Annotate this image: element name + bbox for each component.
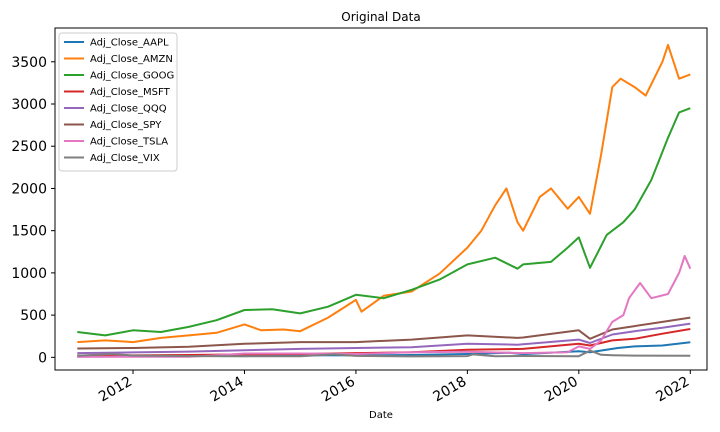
y-tick-label: 0 xyxy=(38,350,47,366)
y-tick-label: 1000 xyxy=(11,266,47,282)
series-line-adj-close-spy xyxy=(77,316,691,350)
series-line-adj-close-vix xyxy=(77,349,691,358)
y-tick-label: 2000 xyxy=(11,181,47,197)
x-axis: 2012 2014 2016 2018 2020 2022 xyxy=(96,370,692,405)
series-line-adj-close-tsla xyxy=(77,255,692,358)
y-tick-label: 2500 xyxy=(11,139,47,155)
legend-label: Adj_Close_MSFT xyxy=(90,87,171,98)
y-tick-label: 1500 xyxy=(11,224,47,240)
series-line-adj-close-qqq xyxy=(77,322,691,355)
series-line-adj-close-goog xyxy=(77,107,691,337)
legend-box xyxy=(58,32,178,172)
series-line-adj-close-amzn xyxy=(77,43,691,344)
legend-label: Adj_Close_AMZN xyxy=(90,54,173,65)
x-tick-label: 2020 xyxy=(542,374,581,406)
y-tick-label: 500 xyxy=(20,308,47,324)
legend-label: Adj_Close_TSLA xyxy=(90,137,168,148)
legend-label: Adj_Close_VIX xyxy=(90,153,160,164)
legend: Adj_Close_AAPL Adj_Close_AMZN Adj_Close_GO… xyxy=(58,32,178,172)
x-tick-label: 2016 xyxy=(319,374,358,406)
plot-area xyxy=(54,27,708,371)
series-layer xyxy=(77,43,692,358)
x-axis-label: Date xyxy=(369,410,393,421)
legend-label: Adj_Close_GOOG xyxy=(90,71,174,82)
y-tick-label: 3500 xyxy=(11,55,47,71)
chart-title: Original Data xyxy=(341,10,420,24)
y-axis: 0 500 1000 1500 2000 2500 3000 3500 xyxy=(11,55,55,366)
y-tick-label: 3000 xyxy=(11,97,47,113)
legend-label: Adj_Close_QQQ xyxy=(90,104,167,115)
legend-label: Adj_Close_AAPL xyxy=(90,38,169,49)
x-tick-label: 2018 xyxy=(431,374,470,406)
x-tick-label: 2012 xyxy=(96,374,135,406)
legend-label: Adj_Close_SPY xyxy=(90,120,162,131)
x-tick-label: 2022 xyxy=(653,374,692,406)
x-tick-label: 2014 xyxy=(208,374,247,406)
